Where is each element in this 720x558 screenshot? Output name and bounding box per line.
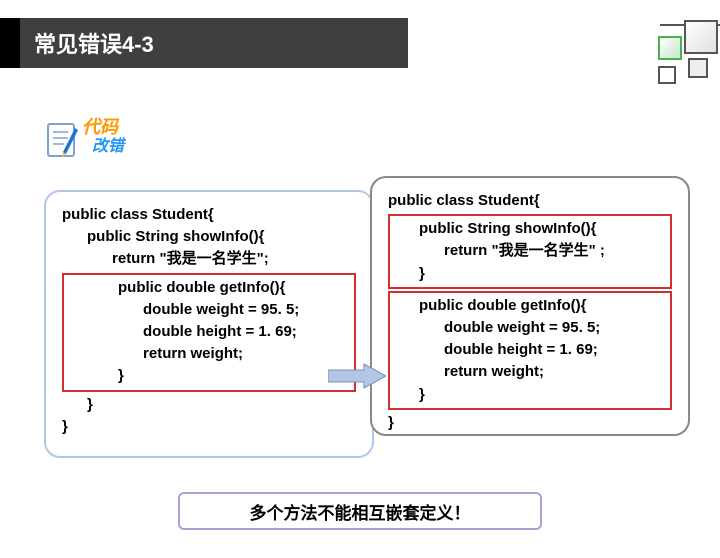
code-line: public double getInfo(){ <box>68 277 350 299</box>
code-line: double height = 1. 69; <box>68 321 350 343</box>
code-line: return weight; <box>394 361 666 383</box>
incorrect-code-panel: public class Student{ public String show… <box>44 190 374 458</box>
method-highlight-box: public String showInfo(){ return "我是一名学生… <box>388 214 672 289</box>
code-line: double weight = 95. 5; <box>394 317 666 339</box>
code-line: public String showInfo(){ <box>394 218 666 240</box>
badge-fix-label: 改错 <box>92 138 124 156</box>
arrow-icon <box>328 362 386 390</box>
badge-code-label: 代码 <box>82 118 124 138</box>
code-line: double height = 1. 69; <box>394 339 666 361</box>
code-line: return "我是一名学生"; <box>62 248 356 270</box>
code-line: } <box>68 365 350 387</box>
code-line: public double getInfo(){ <box>394 295 666 317</box>
code-line: } <box>394 384 666 406</box>
explanation-note: 多个方法不能相互嵌套定义！ <box>178 492 542 530</box>
code-line: double weight = 95. 5; <box>68 299 350 321</box>
code-line: } <box>62 416 356 438</box>
code-line: public class Student{ <box>388 190 672 212</box>
code-line: return "我是一名学生" ; <box>394 240 666 262</box>
pencil-paper-icon <box>44 118 80 162</box>
code-line: public class Student{ <box>62 204 356 226</box>
error-highlight-box: public double getInfo(){ double weight =… <box>62 273 356 392</box>
code-correction-badge: 代码 改错 <box>44 118 124 162</box>
slide-header: 常见错误4-3 <box>0 18 408 68</box>
code-line: } <box>62 394 356 416</box>
code-line: } <box>394 263 666 285</box>
slide-title: 常见错误4-3 <box>34 27 154 59</box>
corner-decoration <box>630 18 720 108</box>
code-line: return weight; <box>68 343 350 365</box>
correct-code-panel: public class Student{ public String show… <box>370 176 690 436</box>
code-line: public String showInfo(){ <box>62 226 356 248</box>
method-highlight-box: public double getInfo(){ double weight =… <box>388 291 672 410</box>
code-line: } <box>388 412 672 434</box>
note-text: 多个方法不能相互嵌套定义！ <box>250 499 471 524</box>
